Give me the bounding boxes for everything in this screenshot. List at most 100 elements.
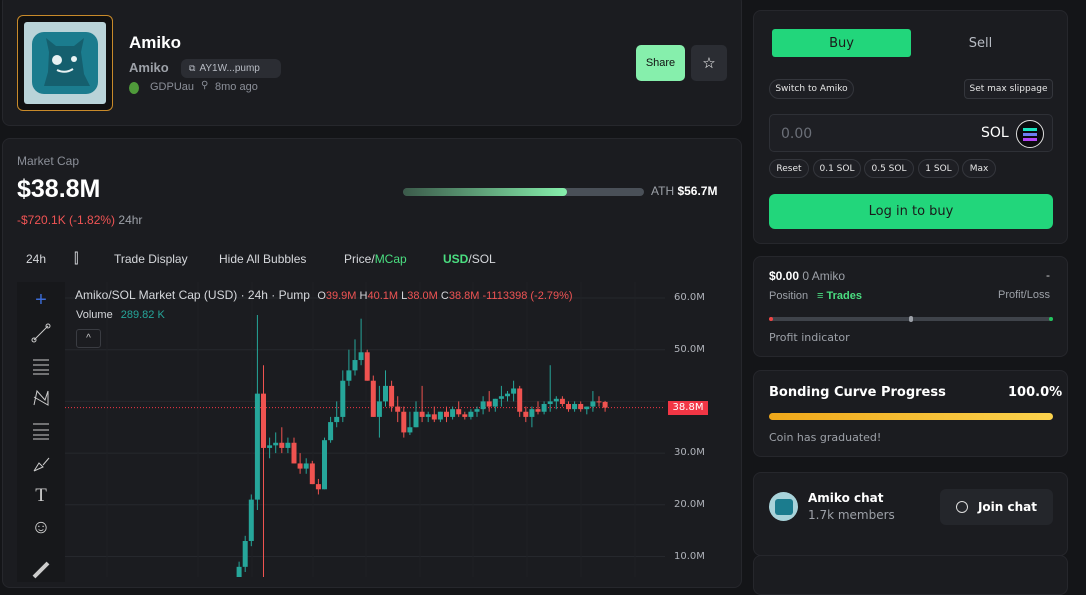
share-button[interactable]: Share bbox=[636, 45, 685, 81]
candle-body bbox=[596, 401, 602, 403]
next-card bbox=[753, 555, 1068, 595]
bonding-note: Coin has graduated! bbox=[769, 431, 882, 444]
emoji-icon[interactable]: ☺ bbox=[31, 517, 51, 538]
candle-body bbox=[291, 442, 297, 464]
candle-body bbox=[346, 370, 352, 381]
trades-icon: ≡ bbox=[817, 290, 824, 302]
trade-display-button[interactable]: Trade Display bbox=[114, 252, 188, 266]
volume-legend: Volume 289.82 K bbox=[76, 309, 165, 321]
drawing-toolbar bbox=[17, 282, 65, 582]
ath-progress-bar bbox=[403, 188, 644, 196]
amount-input[interactable]: 0.00 SOL bbox=[769, 114, 1053, 152]
hide-bubbles-button[interactable]: Hide All Bubbles bbox=[219, 252, 307, 266]
low-value: 38.0M bbox=[407, 290, 438, 302]
pattern-icon[interactable] bbox=[28, 386, 54, 410]
chart-legend: Amiko/SOL Market Cap (USD) · 24h · Pump … bbox=[75, 288, 573, 302]
contract-address-copy[interactable]: ⧉ AY1W...pump bbox=[181, 59, 281, 78]
y-tick-20: 20.0M bbox=[674, 499, 705, 510]
candlestick-icon[interactable]: ⫿ bbox=[74, 250, 79, 266]
candle-body bbox=[395, 406, 401, 412]
close-value: 38.8M bbox=[448, 290, 480, 302]
brush-icon[interactable] bbox=[28, 452, 54, 476]
y-tick-30: 30.0M bbox=[674, 447, 705, 458]
sol-option[interactable]: SOL bbox=[471, 252, 496, 266]
legend-title: Amiko/SOL Market Cap (USD) · 24h · Pump bbox=[75, 288, 310, 302]
chart-card bbox=[2, 138, 742, 588]
open-value: 39.9M bbox=[325, 290, 357, 302]
sell-tab[interactable]: Sell bbox=[968, 35, 993, 51]
chip-max[interactable]: Max bbox=[962, 159, 996, 178]
candle-body bbox=[315, 484, 321, 490]
candle-body bbox=[444, 411, 449, 417]
join-chat-button[interactable]: Join chat bbox=[940, 489, 1053, 525]
login-to-buy-button[interactable]: Log in to buy bbox=[769, 194, 1053, 229]
candle-body bbox=[505, 393, 510, 397]
chart-toolbar: 24h ⫿ Trade Display Hide All Bubbles Pri… bbox=[17, 250, 727, 270]
switch-token-button[interactable]: Switch to Amiko bbox=[769, 79, 854, 99]
fib-retracement-icon[interactable] bbox=[28, 419, 54, 443]
pl-value: - bbox=[1046, 268, 1050, 282]
candlestick-chart[interactable] bbox=[65, 282, 713, 577]
price-option[interactable]: Price bbox=[344, 252, 372, 266]
usd-option[interactable]: USD bbox=[443, 252, 469, 266]
token-age: 8mo ago bbox=[215, 81, 258, 93]
ath: ATH $56.7M bbox=[651, 184, 717, 198]
current-price-tag: 38.8M bbox=[668, 401, 708, 415]
trades-link[interactable]: ≡ Trades bbox=[817, 290, 862, 302]
creator-avatar[interactable] bbox=[129, 82, 139, 94]
chip-0-1-sol[interactable]: 0.1 SOL bbox=[813, 159, 861, 178]
creator-name[interactable]: GDPUau bbox=[150, 81, 195, 93]
candle-body bbox=[566, 403, 571, 410]
price-mcap-toggle[interactable]: Price/MCap bbox=[344, 252, 407, 266]
bonding-progress-bar bbox=[769, 413, 1053, 420]
candle-body bbox=[248, 499, 254, 541]
sprout-icon: ⚲ bbox=[201, 80, 209, 91]
usd-sol-toggle[interactable]: USD/SOL bbox=[443, 252, 496, 266]
buy-tab[interactable]: Buy bbox=[772, 29, 911, 57]
candle-body bbox=[553, 398, 559, 402]
candle-body bbox=[236, 566, 242, 577]
candle-body bbox=[480, 401, 486, 410]
horizontal-lines-icon[interactable] bbox=[28, 354, 54, 378]
interval-button[interactable]: 24h bbox=[26, 252, 47, 266]
candle-body bbox=[437, 411, 443, 420]
trend-line-icon[interactable] bbox=[28, 321, 54, 345]
market-cap-value: $38.8M bbox=[17, 175, 101, 203]
chip-1-sol[interactable]: 1 SOL bbox=[918, 159, 959, 178]
candle-body bbox=[474, 409, 480, 412]
favorite-button[interactable]: ☆ bbox=[691, 45, 727, 81]
separator: / bbox=[371, 252, 375, 266]
chat-bubble-icon bbox=[955, 501, 968, 513]
candle-body bbox=[303, 463, 309, 469]
ruler-icon[interactable] bbox=[28, 558, 54, 582]
market-cap-change: -$720.1K (-1.82%) 24hr bbox=[17, 213, 142, 227]
candle-body bbox=[425, 414, 431, 417]
mcap-option[interactable]: MCap bbox=[374, 252, 407, 266]
candle-body bbox=[413, 411, 419, 428]
candle-body bbox=[511, 388, 517, 394]
pl-label: Profit/Loss bbox=[998, 289, 1050, 301]
candle-body bbox=[340, 380, 346, 417]
candle-body bbox=[322, 440, 327, 490]
candle-body bbox=[383, 385, 388, 402]
bonding-progress-fill bbox=[769, 413, 1053, 420]
volume-label: Volume bbox=[76, 309, 113, 321]
candle-body bbox=[358, 352, 364, 361]
crosshair-icon[interactable]: + bbox=[35, 288, 47, 311]
trades-label: Trades bbox=[826, 290, 862, 302]
open-label: O bbox=[317, 290, 326, 302]
candle-body bbox=[309, 463, 315, 485]
text-icon[interactable]: T bbox=[35, 485, 47, 506]
chat-members: 1.7k members bbox=[808, 508, 895, 522]
star-icon: ☆ bbox=[702, 55, 716, 72]
close-label: C bbox=[440, 290, 449, 302]
position-usd: $0.00 bbox=[769, 269, 800, 283]
set-slippage-button[interactable]: Set max slippage bbox=[964, 79, 1053, 99]
chip-0-5-sol[interactable]: 0.5 SOL bbox=[864, 159, 914, 178]
candle-body bbox=[407, 427, 413, 433]
candle-body bbox=[498, 396, 504, 399]
chip-reset[interactable]: Reset bbox=[769, 159, 809, 178]
collapse-legend-button[interactable]: ^ bbox=[76, 329, 101, 348]
candle-body bbox=[450, 409, 456, 417]
profit-indicator-label: Profit indicator bbox=[769, 331, 850, 344]
